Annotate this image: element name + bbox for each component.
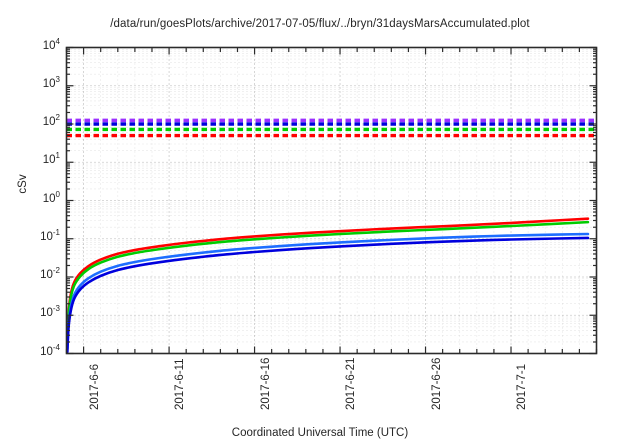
y-tick-mantissa: 10 [42, 192, 56, 205]
y-tick-mantissa: 10 [42, 116, 56, 128]
x-tick-label: 2017-7-1 [516, 363, 529, 410]
x-tick-label: 2017-6-21 [345, 357, 358, 410]
y-tick-label: 10-4 [6, 342, 60, 358]
y-tick-exponent: -1 [52, 227, 60, 237]
grid-lines [66, 47, 597, 354]
x-axis-label: Coordinated Universal Time (UTC) [231, 427, 409, 439]
dose-curve-lightblue [66, 232, 590, 351]
dose-curve-green [66, 220, 590, 345]
y-tick-exponent: -2 [52, 266, 60, 276]
x-tick-label: 2017-6-11 [174, 357, 187, 410]
data-series [66, 217, 590, 354]
y-tick-label: 100 [6, 189, 60, 205]
x-tick-label: 2017-6-16 [259, 357, 272, 410]
x-tick-label: 2017-6-26 [430, 357, 443, 410]
y-tick-exponent: -3 [52, 304, 60, 314]
y-tick-exponent: 0 [55, 189, 60, 199]
y-tick-label: 102 [6, 113, 60, 128]
y-tick-mantissa: 10 [40, 307, 53, 320]
y-tick-exponent: 3 [55, 74, 60, 84]
y-tick-exponent: 2 [55, 113, 60, 123]
y-tick-mantissa: 10 [40, 269, 53, 281]
y-tick-exponent: 4 [55, 36, 60, 46]
y-tick-mantissa: 10 [40, 230, 53, 243]
y-tick-mantissa: 10 [42, 154, 56, 167]
dose-curve-darkblue [66, 236, 590, 354]
y-tick-label: 103 [6, 74, 60, 90]
y-tick-label: 10-3 [6, 304, 60, 320]
y-tick-exponent: 1 [55, 151, 60, 161]
y-tick-label: 10-1 [6, 227, 60, 243]
y-tick-label: 104 [6, 36, 60, 52]
x-tick-label: 2017-6-6 [88, 363, 101, 410]
dose-curve-red [66, 217, 590, 342]
y-tick-mantissa: 10 [42, 77, 56, 90]
y-tick-label: 101 [6, 151, 60, 167]
y-tick-exponent: -4 [52, 342, 60, 352]
tick-marks [65, 46, 598, 355]
chart-title: /data/run/goesPlots/archive/2017-07-05/f… [110, 18, 530, 30]
y-tick-mantissa: 10 [40, 345, 53, 358]
y-tick-label: 10-2 [6, 266, 60, 281]
threshold-lines [66, 118, 597, 138]
y-tick-mantissa: 10 [42, 39, 56, 52]
